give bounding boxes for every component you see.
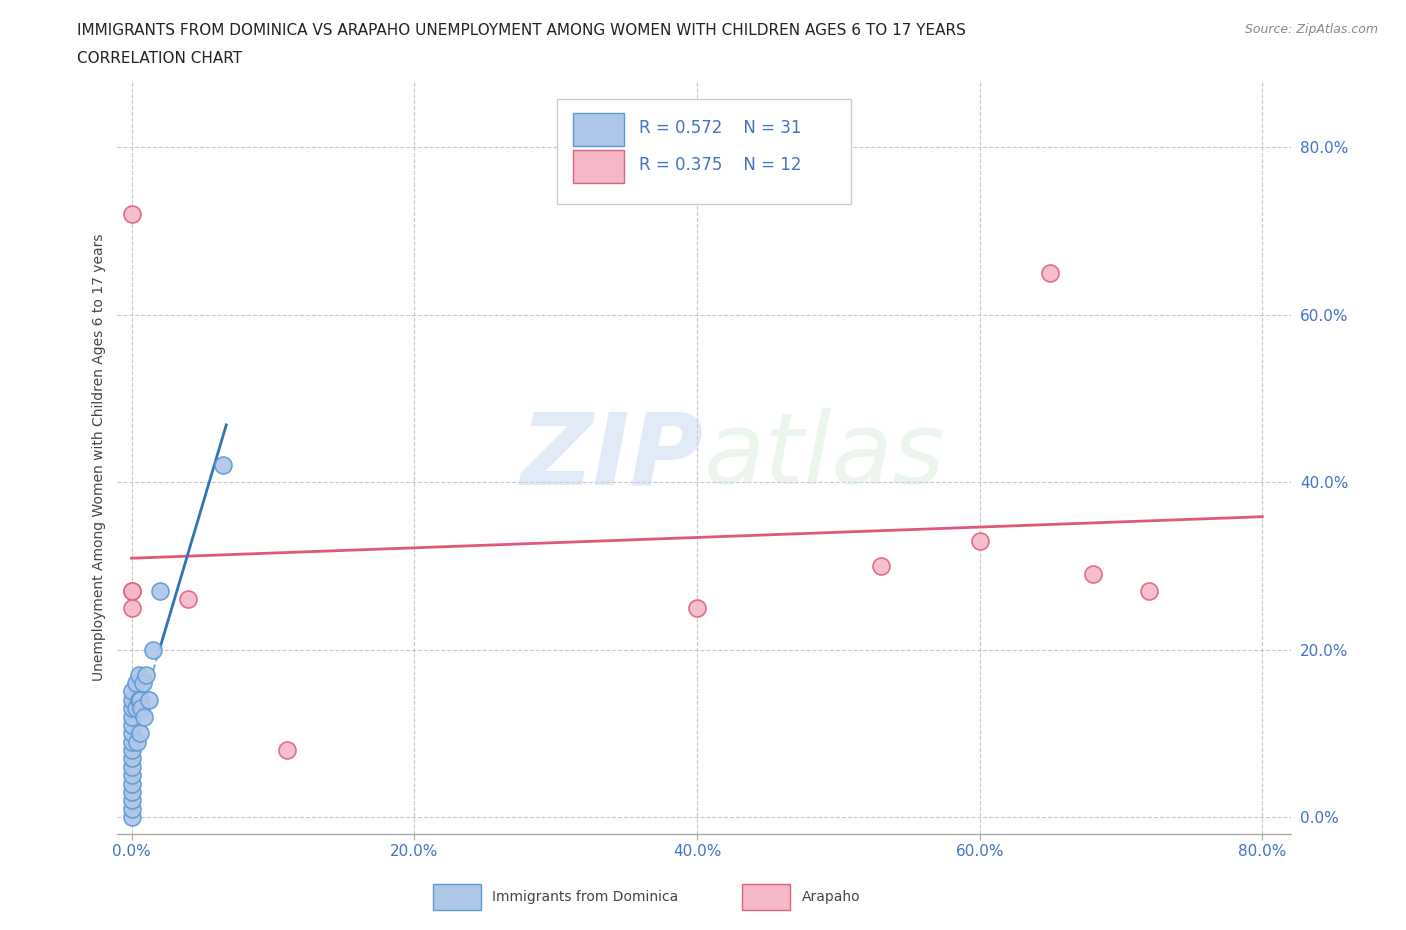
FancyBboxPatch shape <box>572 150 624 183</box>
Point <box>869 558 891 573</box>
Point <box>969 533 991 548</box>
Point <box>177 591 200 606</box>
Point <box>129 725 152 740</box>
Point <box>149 583 172 598</box>
Point <box>121 206 143 221</box>
Point <box>121 742 143 757</box>
Point <box>134 709 156 724</box>
Point <box>121 583 143 598</box>
Text: ZIP: ZIP <box>522 408 704 505</box>
Point <box>121 684 143 698</box>
Point <box>142 642 165 657</box>
Point <box>121 751 143 766</box>
Point <box>121 600 143 615</box>
Point <box>121 777 143 791</box>
Point <box>135 667 157 682</box>
Point <box>121 717 143 732</box>
Point <box>121 700 143 715</box>
Point <box>121 709 143 724</box>
Point <box>125 700 148 715</box>
Point <box>121 583 143 598</box>
Point <box>121 734 143 749</box>
FancyBboxPatch shape <box>572 113 624 146</box>
FancyBboxPatch shape <box>557 99 851 205</box>
Text: atlas: atlas <box>704 408 946 505</box>
Point <box>127 734 149 749</box>
Point <box>121 785 143 800</box>
Text: IMMIGRANTS FROM DOMINICA VS ARAPAHO UNEMPLOYMENT AMONG WOMEN WITH CHILDREN AGES : IMMIGRANTS FROM DOMINICA VS ARAPAHO UNEM… <box>77 23 966 38</box>
Point <box>128 667 150 682</box>
Point <box>138 692 160 707</box>
Text: CORRELATION CHART: CORRELATION CHART <box>77 51 242 66</box>
Point <box>121 725 143 740</box>
Point <box>128 692 150 707</box>
Point <box>121 810 143 825</box>
Text: R = 0.375    N = 12: R = 0.375 N = 12 <box>640 156 801 174</box>
Point <box>1137 583 1160 598</box>
Point <box>131 700 153 715</box>
Point <box>132 675 155 690</box>
Y-axis label: Unemployment Among Women with Children Ages 6 to 17 years: Unemployment Among Women with Children A… <box>93 233 107 681</box>
Point <box>121 768 143 783</box>
Point <box>121 760 143 775</box>
Text: Source: ZipAtlas.com: Source: ZipAtlas.com <box>1244 23 1378 36</box>
Text: Arapaho: Arapaho <box>801 890 860 905</box>
Point <box>125 675 148 690</box>
Point <box>121 793 143 808</box>
Text: Immigrants from Dominica: Immigrants from Dominica <box>492 890 678 905</box>
Point <box>1081 566 1104 581</box>
Point <box>686 600 709 615</box>
Point <box>121 802 143 817</box>
Point <box>1039 265 1062 280</box>
Point <box>121 692 143 707</box>
Point <box>212 458 235 472</box>
Point <box>276 742 298 757</box>
Text: R = 0.572    N = 31: R = 0.572 N = 31 <box>640 119 801 137</box>
Point <box>129 692 152 707</box>
